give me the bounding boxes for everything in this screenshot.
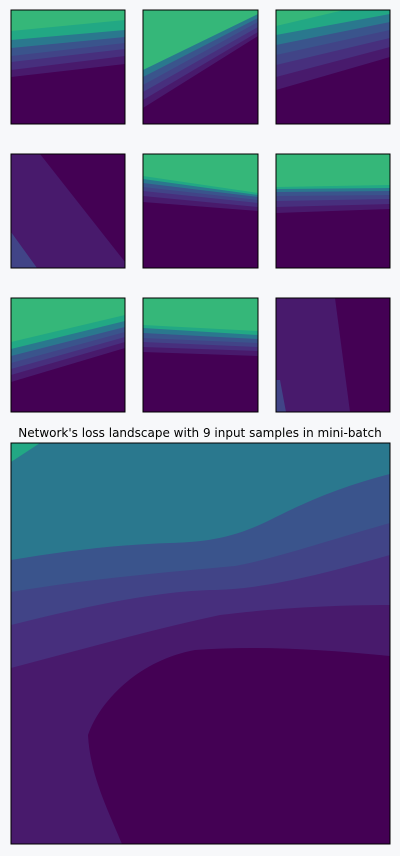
- subplot-3-3: [276, 298, 390, 412]
- contour-band: [276, 298, 350, 412]
- subplot-frame: [10, 153, 126, 269]
- subplot-1-1: [11, 10, 125, 124]
- subplot-2-3: [276, 154, 390, 268]
- contour-band: [11, 10, 125, 31]
- contour-band: [276, 154, 390, 187]
- subplot-frame: [142, 297, 259, 413]
- subplot-3-1: [11, 298, 125, 412]
- subplot-1-2: [143, 10, 258, 124]
- subplot-frame: [142, 9, 259, 125]
- contour-band: [11, 154, 125, 268]
- contour-band: [276, 10, 344, 26]
- contour-band: [276, 380, 286, 412]
- contour-band: [11, 298, 125, 342]
- main-plot-frame: [10, 442, 391, 845]
- subplot-frame: [142, 153, 259, 269]
- subplot-2-1: [11, 154, 125, 268]
- main-chart-title: Network's loss landscape with 9 input sa…: [18, 426, 381, 440]
- contour-band: [143, 154, 258, 193]
- contour-band: [11, 232, 37, 268]
- subplot-frame: [275, 9, 391, 125]
- subplot-3-2: [143, 298, 258, 412]
- subplot-1-3: [276, 10, 390, 124]
- contour-band: [11, 443, 390, 560]
- subplot-frame: [275, 297, 391, 413]
- subplot-2-2: [143, 154, 258, 268]
- contour-band: [143, 298, 258, 331]
- subplot-frame: [10, 9, 126, 125]
- subplot-frame: [275, 153, 391, 269]
- contour-band: [11, 443, 40, 462]
- main-loss-landscape: [11, 443, 390, 844]
- subplot-frame: [10, 297, 126, 413]
- contour-band: [143, 10, 258, 70]
